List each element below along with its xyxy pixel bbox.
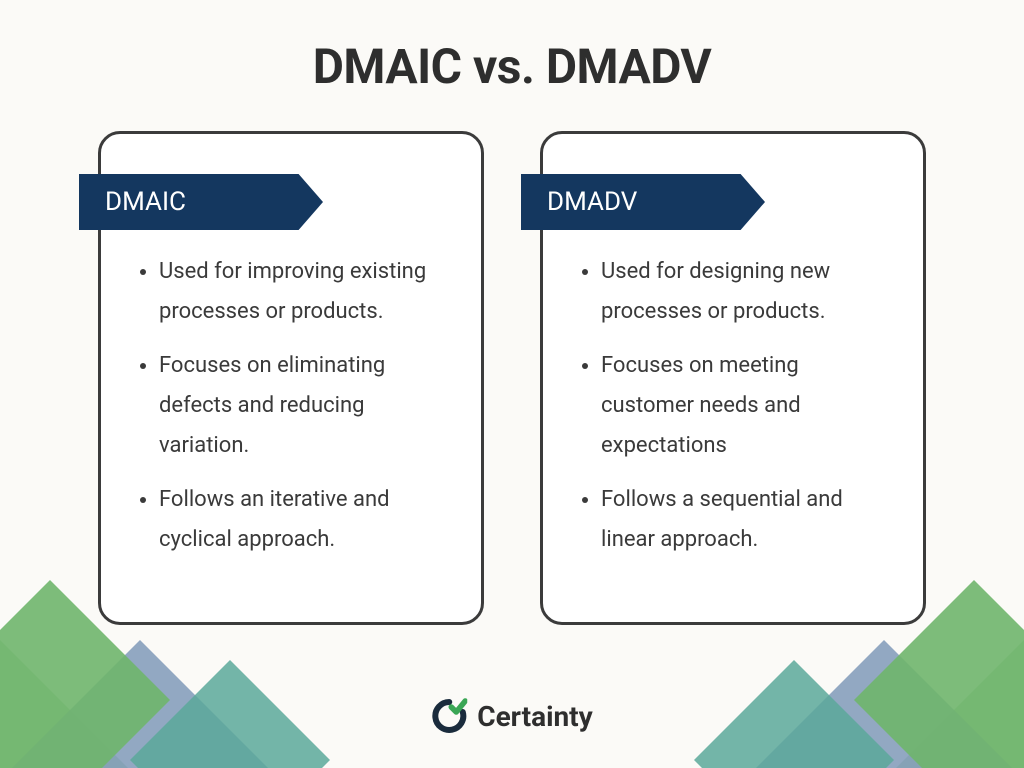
cards-container: DMAIC Used for improving existing proces… <box>0 131 1024 625</box>
ribbon-label-dmadv: DMADV <box>547 187 637 217</box>
bullet-list-dmaic: Used for improving existing processes or… <box>101 252 481 560</box>
page-title: DMAIC vs. DMADV <box>0 0 1024 95</box>
list-item: Used for improving existing processes or… <box>159 252 441 332</box>
bullet-list-dmadv: Used for designing new processes or prod… <box>543 252 923 560</box>
ribbon-dmadv: DMADV <box>521 174 765 230</box>
brand-logo: Certainty <box>431 698 593 734</box>
card-dmadv: DMADV Used for designing new processes o… <box>540 131 926 625</box>
list-item: Focuses on eliminating defects and reduc… <box>159 346 441 466</box>
ribbon-dmaic: DMAIC <box>79 174 323 230</box>
list-item: Follows a sequential and linear approach… <box>601 480 883 560</box>
certainty-mark-icon <box>431 698 467 734</box>
card-dmaic: DMAIC Used for improving existing proces… <box>98 131 484 625</box>
list-item: Focuses on meeting customer needs and ex… <box>601 346 883 466</box>
ribbon-label-dmaic: DMAIC <box>105 187 186 217</box>
list-item: Follows an iterative and cyclical approa… <box>159 480 441 560</box>
ribbon-front: DMAIC <box>79 174 323 230</box>
brand-name: Certainty <box>477 700 593 733</box>
ribbon-front: DMADV <box>521 174 765 230</box>
list-item: Used for designing new processes or prod… <box>601 252 883 332</box>
